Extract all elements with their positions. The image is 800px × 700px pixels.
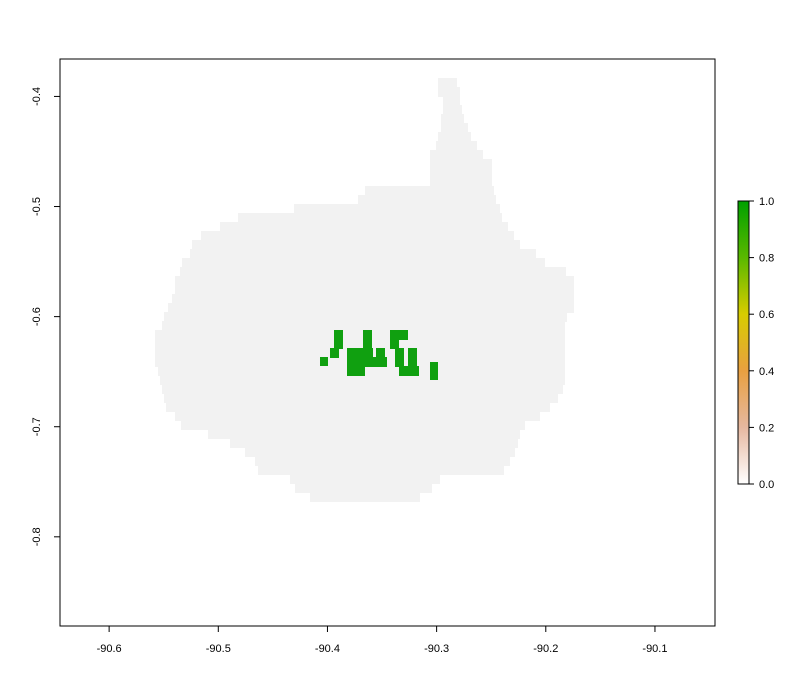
land-cell-row — [310, 492, 420, 502]
land-cell-row — [294, 204, 500, 214]
high-value-cell — [347, 366, 365, 376]
high-value-cell — [408, 357, 417, 367]
land-cell-row — [430, 159, 492, 169]
high-value-cell — [408, 348, 417, 358]
land-cell-row — [295, 483, 432, 493]
plot-frame — [59, 58, 716, 627]
land-cell-row — [258, 465, 504, 475]
high-value-cell — [430, 362, 438, 380]
high-value-cell — [320, 357, 328, 366]
high-value-cell — [334, 339, 343, 349]
land-cell-row — [245, 447, 515, 457]
land-cell-row — [430, 150, 483, 160]
land-cell-row — [443, 105, 462, 115]
land-cell-row — [155, 330, 565, 340]
island-raster — [155, 78, 574, 502]
x-tick-label: -90.6 — [97, 643, 122, 655]
high-value-cell — [395, 348, 404, 358]
y-tick-label: -0.7 — [31, 417, 43, 436]
legend-tick-label: 0.2 — [759, 422, 774, 434]
legend-color-bar — [737, 200, 750, 485]
land-cell-row — [358, 195, 496, 205]
x-tick-label: -90.5 — [206, 643, 231, 655]
high-value-cell — [363, 339, 372, 349]
land-cell-row — [438, 132, 471, 142]
high-value-cell — [347, 348, 365, 358]
land-cell-row — [182, 258, 545, 268]
legend-tick-label: 0.4 — [759, 366, 774, 378]
y-tick-label: -0.4 — [31, 87, 43, 106]
land-cell-row — [162, 384, 563, 394]
land-cell-row — [208, 429, 520, 439]
legend-ticks: 0.0 0.2 0.4 0.6 0.8 1.0 — [749, 196, 774, 491]
land-cell-row — [365, 186, 494, 196]
y-tick-label: -0.6 — [31, 307, 43, 326]
land-cell-row — [166, 402, 550, 412]
land-cell-row — [230, 438, 518, 448]
land-cell-row — [441, 123, 468, 133]
land-cell-row — [436, 141, 477, 151]
land-cell-row — [172, 294, 574, 304]
x-axis: -90.6 -90.5 -90.4 -90.3 -90.2 -90.1 — [97, 626, 667, 655]
color-legend: 0.0 0.2 0.4 0.6 0.8 1.0 — [737, 196, 774, 491]
y-tick-label: -0.8 — [31, 527, 43, 546]
high-value-cell — [395, 357, 404, 367]
land-cell-row — [168, 303, 574, 313]
land-cell-row — [430, 177, 492, 187]
legend-tick-label: 1.0 — [759, 196, 774, 208]
land-cell-row — [255, 456, 510, 466]
high-value-cell — [372, 357, 387, 367]
land-cell-row — [430, 168, 492, 178]
land-cell-row — [190, 249, 536, 259]
legend-tick-label: 0.6 — [759, 309, 774, 321]
land-cell-row — [220, 222, 508, 232]
x-tick-label: -90.2 — [533, 643, 558, 655]
land-cell-row — [181, 420, 525, 430]
high-value-cell — [399, 366, 419, 376]
land-cell-row — [438, 87, 460, 97]
y-axis: -0.4 -0.5 -0.6 -0.7 -0.8 — [31, 87, 60, 546]
land-cell-row — [175, 411, 540, 421]
land-cell-row — [175, 276, 574, 286]
land-cell-row — [155, 339, 565, 349]
land-cell-row — [175, 285, 574, 295]
y-tick-label: -0.5 — [31, 197, 43, 216]
land-cell-row — [192, 240, 520, 250]
land-cell-row — [443, 96, 460, 106]
land-cell-row — [290, 474, 440, 484]
high-value-cell — [364, 348, 373, 358]
land-cell-row — [162, 321, 565, 331]
land-cell-row — [441, 114, 464, 124]
x-tick-label: -90.3 — [424, 643, 449, 655]
x-tick-label: -90.4 — [315, 643, 340, 655]
high-value-cell — [390, 330, 408, 340]
high-value-cells — [320, 330, 438, 380]
high-value-cell — [347, 357, 365, 367]
land-cell-row — [201, 231, 514, 241]
high-value-cell — [363, 330, 372, 340]
legend-tick-label: 0.0 — [759, 479, 774, 491]
x-tick-label: -90.1 — [642, 643, 667, 655]
land-cell-row — [164, 312, 567, 322]
land-cell-row — [180, 267, 566, 277]
high-value-cell — [376, 348, 385, 358]
land-cell-row — [160, 375, 565, 385]
legend-tick-label: 0.8 — [759, 253, 774, 265]
land-cell-row — [238, 213, 502, 223]
land-cell-row — [164, 393, 558, 403]
high-value-cell — [390, 339, 399, 349]
high-value-cell — [364, 357, 373, 367]
high-value-cell — [334, 330, 343, 340]
high-value-cell — [330, 348, 339, 358]
land-cell-row — [438, 78, 457, 88]
